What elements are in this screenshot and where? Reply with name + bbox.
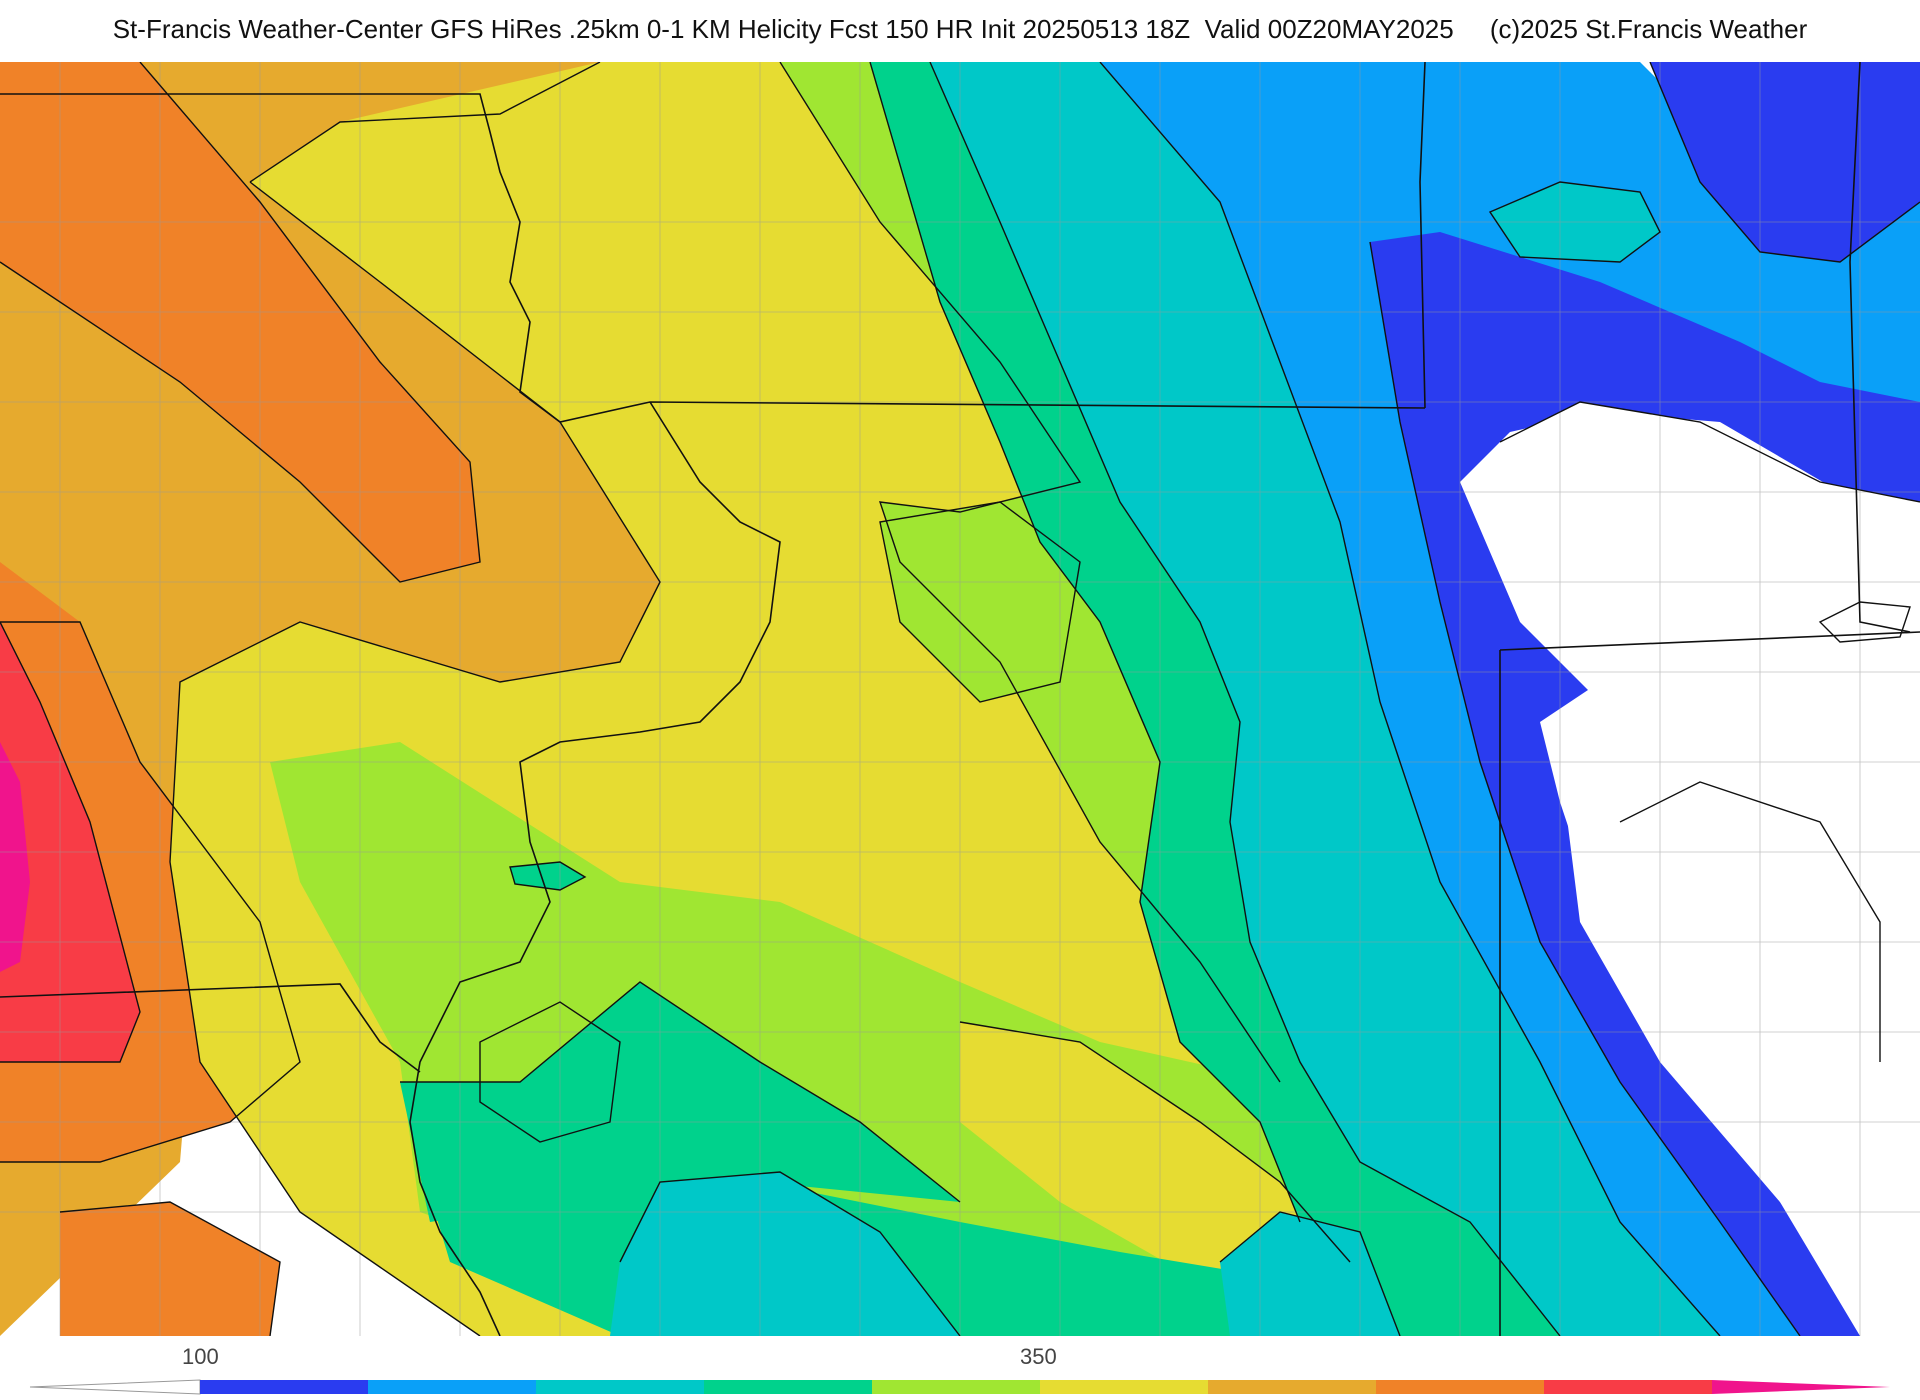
colorbar-upper-triangle — [1712, 1380, 1890, 1394]
contour-fill-cyan — [930, 62, 1800, 1336]
colorbar-bin-2 — [368, 1380, 536, 1394]
colorbar-bin-7 — [1208, 1380, 1376, 1394]
colorbar-bin-9 — [1544, 1380, 1712, 1394]
state-boundaries — [0, 62, 1920, 1336]
helicity-map — [0, 62, 1920, 1336]
colorbar — [29, 1379, 1890, 1395]
county-lines — [0, 62, 1920, 1336]
contour-fill-yellow-pocket — [960, 1022, 1350, 1282]
contour-fill-darkblue — [1370, 232, 1920, 1336]
contour-fill-seagreen-small — [510, 862, 585, 890]
contour-fill-orange-south — [60, 1202, 280, 1336]
contour-lines — [0, 62, 1920, 1336]
contour-fill-green-central — [270, 62, 1470, 1336]
colorbar-bin-5 — [872, 1380, 1040, 1394]
contour-fill-magenta-sw — [0, 742, 30, 972]
contour-fill-cyan-se — [1220, 1212, 1400, 1336]
colorbar-tick-label-350: 350 — [1020, 1344, 1057, 1369]
contour-fill-cyan-south — [610, 1172, 960, 1336]
colorbar-bin-8 — [1376, 1380, 1544, 1394]
colorbar-tick-label-100: 100 — [182, 1344, 219, 1369]
colorbar-bin-6 — [1040, 1380, 1208, 1394]
contour-fill-red-sw — [0, 622, 140, 1062]
colorbar-bin-3 — [536, 1380, 704, 1394]
colorbar-lower-triangle — [29, 1379, 201, 1395]
contour-fill-white-east — [1500, 402, 1920, 1336]
colorbar-bin-1 — [200, 1380, 368, 1394]
map-title: St-Francis Weather-Center GFS HiRes .25k… — [112, 14, 1808, 44]
colorbar-bin-4 — [704, 1380, 872, 1394]
contour-fill-seagreen-sw — [400, 982, 960, 1222]
